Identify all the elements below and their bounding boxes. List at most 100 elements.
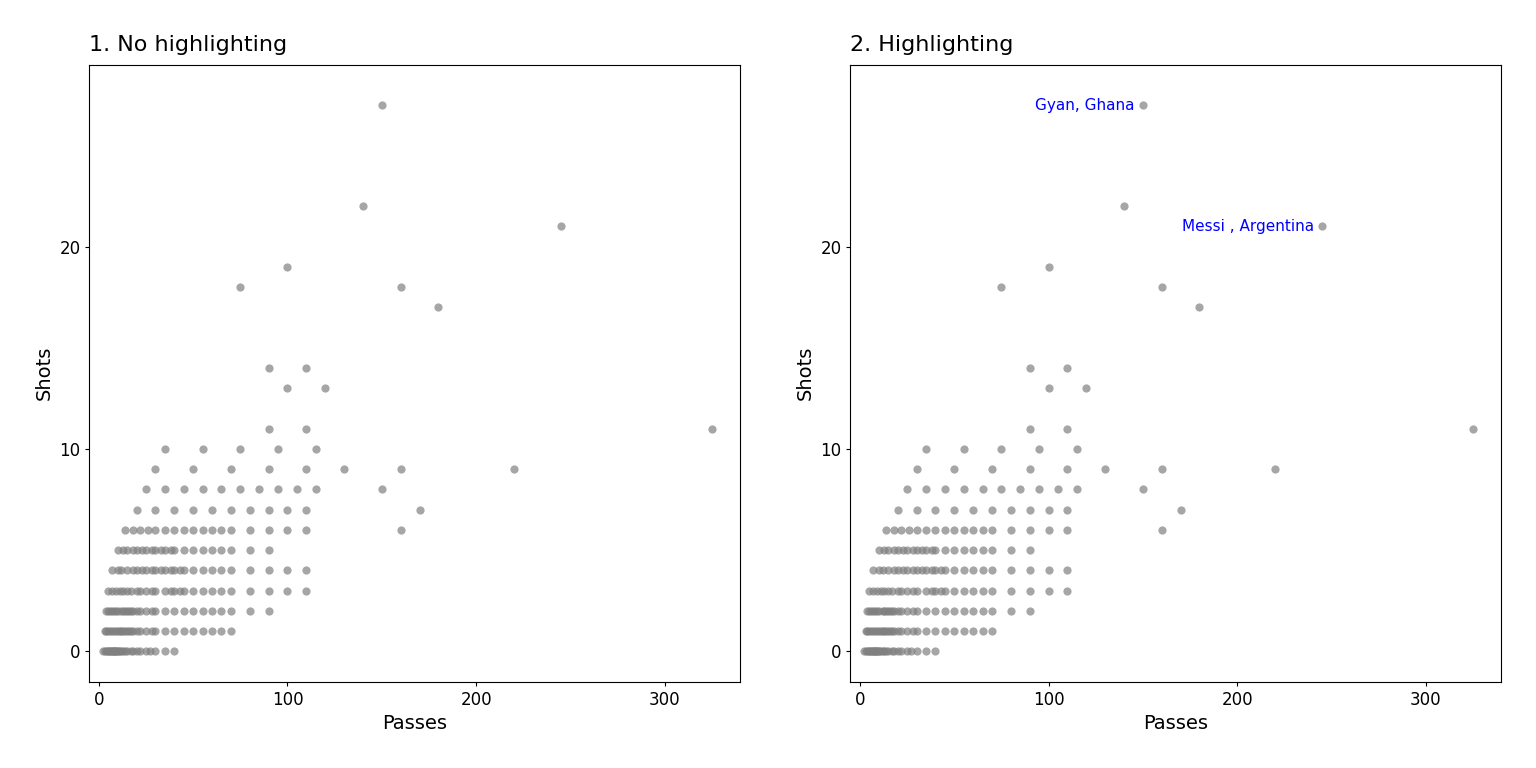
Point <box>854 645 879 657</box>
Point <box>101 645 126 657</box>
Point <box>143 463 167 475</box>
Point <box>863 645 888 657</box>
Point <box>1055 524 1080 536</box>
Point <box>872 584 897 597</box>
Point <box>882 645 906 657</box>
Point <box>860 604 885 617</box>
Point <box>293 564 318 577</box>
Point <box>942 544 966 556</box>
Point <box>161 544 186 556</box>
Point <box>190 524 215 536</box>
Point <box>889 524 914 536</box>
Point <box>118 604 143 617</box>
Point <box>181 584 206 597</box>
Point <box>109 625 134 637</box>
Point <box>923 524 948 536</box>
Point <box>101 645 126 657</box>
Point <box>865 645 889 657</box>
Point <box>876 584 900 597</box>
Point <box>882 625 906 637</box>
Point <box>120 645 144 657</box>
Point <box>998 544 1023 556</box>
Point <box>971 604 995 617</box>
Point <box>998 604 1023 617</box>
Point <box>914 584 938 597</box>
Point <box>257 524 281 536</box>
Point <box>425 301 450 313</box>
Point <box>871 645 895 657</box>
Point <box>134 544 158 556</box>
Point <box>275 524 300 536</box>
Point <box>851 645 876 657</box>
Point <box>1055 584 1080 597</box>
Point <box>1310 220 1335 233</box>
Point <box>111 604 135 617</box>
Point <box>880 584 905 597</box>
Point <box>293 584 318 597</box>
Point <box>860 564 885 577</box>
Point <box>103 604 127 617</box>
Point <box>874 645 899 657</box>
Point <box>885 504 909 516</box>
Point <box>218 584 243 597</box>
Point <box>134 604 158 617</box>
Point <box>989 443 1014 455</box>
Point <box>865 645 889 657</box>
Point <box>923 564 948 577</box>
Point <box>218 544 243 556</box>
Point <box>190 584 215 597</box>
Text: 1. No highlighting: 1. No highlighting <box>89 35 287 55</box>
Point <box>1017 524 1041 536</box>
Point <box>865 604 889 617</box>
Point <box>989 483 1014 495</box>
Point <box>1149 524 1174 536</box>
Point <box>860 584 885 597</box>
Point <box>313 382 338 395</box>
Point <box>998 564 1023 577</box>
Point <box>257 422 281 435</box>
Point <box>200 524 224 536</box>
Point <box>161 604 186 617</box>
Point <box>118 584 143 597</box>
Point <box>172 604 197 617</box>
Point <box>97 604 121 617</box>
Point <box>1037 524 1061 536</box>
Point <box>895 604 920 617</box>
Point <box>889 604 914 617</box>
Point <box>370 483 395 495</box>
Point <box>998 524 1023 536</box>
Point <box>161 564 186 577</box>
Point <box>900 625 925 637</box>
Point <box>181 524 206 536</box>
Point <box>124 625 149 637</box>
Point <box>124 564 149 577</box>
Point <box>882 524 906 536</box>
Point <box>161 625 186 637</box>
Point <box>1037 382 1061 395</box>
Point <box>94 625 118 637</box>
Point <box>97 625 121 637</box>
Point <box>932 564 957 577</box>
Point <box>1149 463 1174 475</box>
Point <box>370 99 395 111</box>
Point <box>899 645 923 657</box>
Point <box>971 483 995 495</box>
Point <box>962 504 986 516</box>
Point <box>181 625 206 637</box>
Point <box>942 524 966 536</box>
Point <box>951 544 975 556</box>
Point <box>942 463 966 475</box>
Point <box>167 584 192 597</box>
Point <box>891 564 915 577</box>
Point <box>1461 422 1485 435</box>
Point <box>920 564 945 577</box>
Point <box>181 504 206 516</box>
Point <box>865 584 889 597</box>
Point <box>152 544 177 556</box>
Point <box>111 645 135 657</box>
Point <box>138 645 163 657</box>
Point <box>857 625 882 637</box>
Point <box>876 604 900 617</box>
Point <box>1017 422 1041 435</box>
Point <box>882 544 906 556</box>
